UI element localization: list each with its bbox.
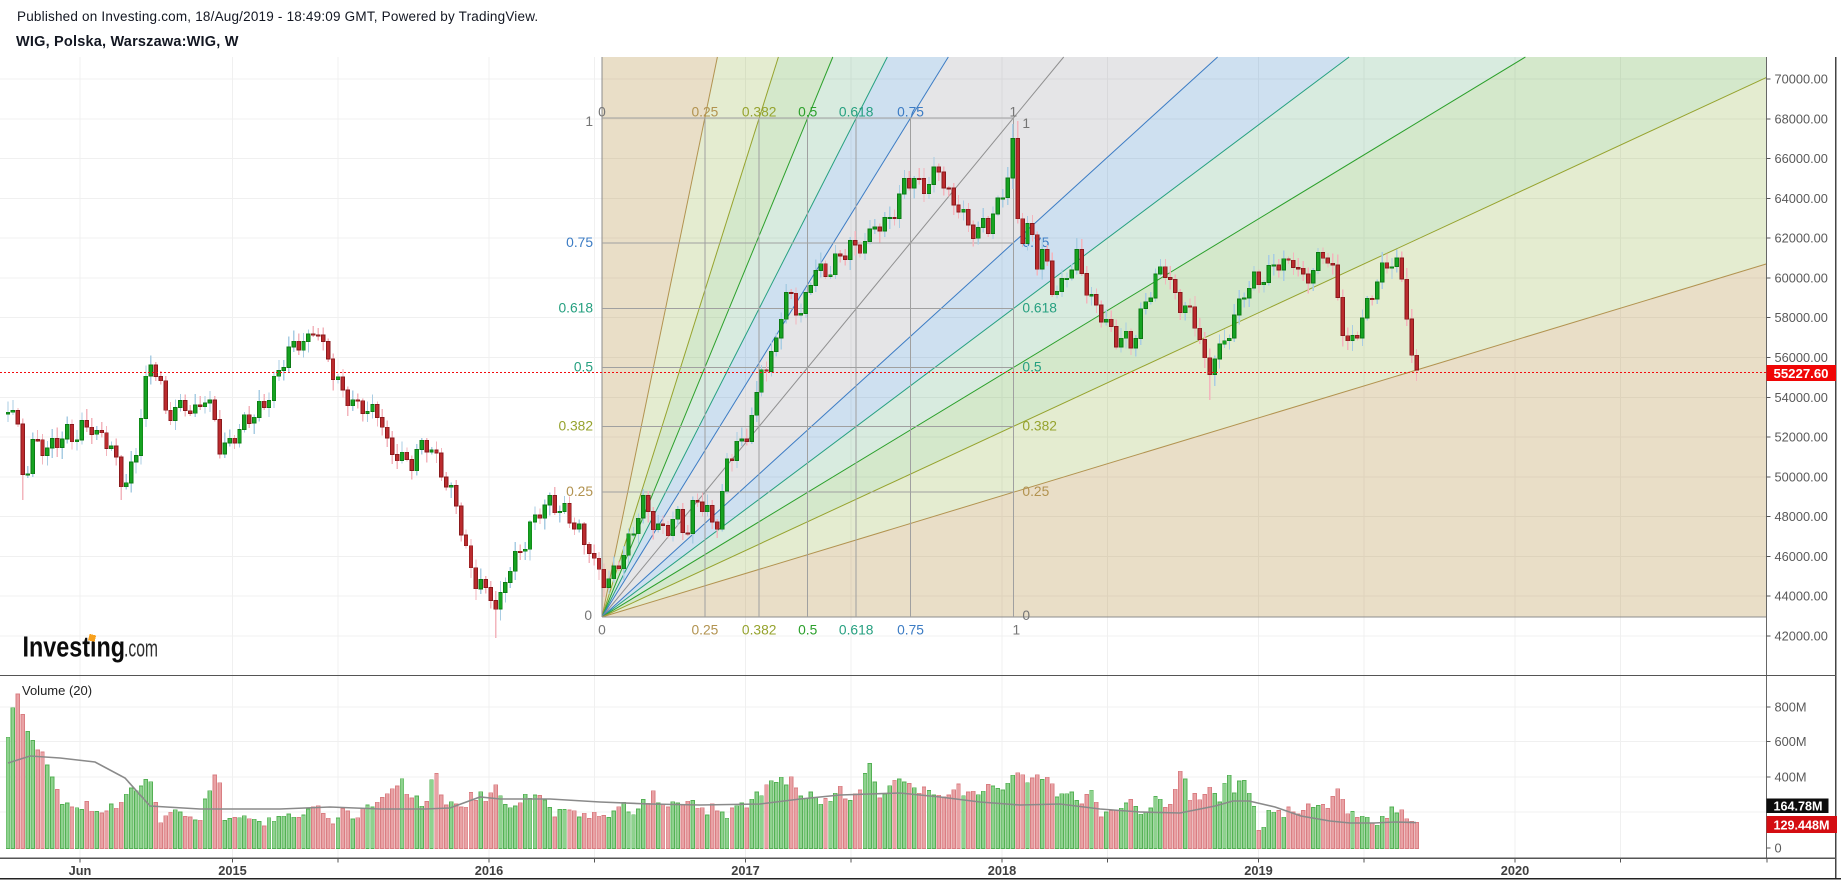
svg-text:0.75: 0.75 xyxy=(897,105,924,120)
svg-text:Investing: Investing xyxy=(23,632,126,664)
svg-text:0.618: 0.618 xyxy=(1022,301,1057,316)
svg-text:55227.60: 55227.60 xyxy=(1774,366,1829,381)
svg-text:66000.00: 66000.00 xyxy=(1775,151,1828,166)
svg-text:0.5: 0.5 xyxy=(574,360,594,375)
svg-text:2015: 2015 xyxy=(218,863,246,878)
svg-text:0.25: 0.25 xyxy=(566,484,593,499)
svg-text:0.618: 0.618 xyxy=(839,105,874,120)
svg-text:Jun: Jun xyxy=(69,863,92,878)
svg-text:0.75: 0.75 xyxy=(897,623,924,638)
svg-text:48000.00: 48000.00 xyxy=(1775,509,1828,524)
svg-text:2017: 2017 xyxy=(731,863,759,878)
svg-text:0.618: 0.618 xyxy=(839,623,874,638)
svg-text:600M: 600M xyxy=(1775,734,1807,749)
svg-text:0: 0 xyxy=(1775,840,1782,855)
svg-text:0.75: 0.75 xyxy=(566,235,593,250)
svg-text:0: 0 xyxy=(598,105,606,120)
svg-text:0.618: 0.618 xyxy=(558,301,593,316)
svg-text:0.382: 0.382 xyxy=(558,418,593,433)
svg-text:0: 0 xyxy=(584,608,592,623)
svg-text:129.448M: 129.448M xyxy=(1774,819,1830,833)
svg-text:1: 1 xyxy=(1013,623,1021,638)
svg-text:54000.00: 54000.00 xyxy=(1775,390,1828,405)
svg-text:0.5: 0.5 xyxy=(1022,360,1042,375)
svg-text:0.382: 0.382 xyxy=(742,105,777,120)
svg-text:.com: .com xyxy=(124,636,158,663)
svg-text:164.78M: 164.78M xyxy=(1774,800,1823,814)
svg-text:400M: 400M xyxy=(1775,770,1807,785)
svg-text:70000.00: 70000.00 xyxy=(1775,72,1828,87)
svg-text:0.5: 0.5 xyxy=(798,105,818,120)
svg-text:62000.00: 62000.00 xyxy=(1775,231,1828,246)
svg-text:58000.00: 58000.00 xyxy=(1775,310,1828,325)
svg-text:2019: 2019 xyxy=(1244,863,1272,878)
svg-text:64000.00: 64000.00 xyxy=(1775,191,1828,206)
svg-text:Volume (20): Volume (20) xyxy=(22,683,92,698)
svg-text:1: 1 xyxy=(1010,105,1018,120)
svg-text:50000.00: 50000.00 xyxy=(1775,469,1828,484)
svg-text:0: 0 xyxy=(1022,608,1030,623)
svg-text:0.25: 0.25 xyxy=(1022,484,1049,499)
svg-text:0.25: 0.25 xyxy=(691,105,718,120)
svg-text:68000.00: 68000.00 xyxy=(1775,111,1828,126)
svg-text:0.382: 0.382 xyxy=(742,623,777,638)
svg-text:1: 1 xyxy=(1022,116,1030,131)
svg-text:44000.00: 44000.00 xyxy=(1775,589,1828,604)
svg-text:0.382: 0.382 xyxy=(1022,418,1057,433)
svg-text:2020: 2020 xyxy=(1501,863,1529,878)
svg-text:0: 0 xyxy=(598,623,606,638)
svg-text:2016: 2016 xyxy=(475,863,503,878)
svg-text:1: 1 xyxy=(585,114,593,129)
svg-text:0.25: 0.25 xyxy=(691,623,718,638)
svg-text:800M: 800M xyxy=(1775,700,1807,715)
svg-text:52000.00: 52000.00 xyxy=(1775,430,1828,445)
svg-text:42000.00: 42000.00 xyxy=(1775,629,1828,644)
svg-text:2018: 2018 xyxy=(988,863,1016,878)
svg-text:56000.00: 56000.00 xyxy=(1775,350,1828,365)
svg-text:46000.00: 46000.00 xyxy=(1775,549,1828,564)
svg-text:0.5: 0.5 xyxy=(798,623,818,638)
svg-text:60000.00: 60000.00 xyxy=(1775,270,1828,285)
